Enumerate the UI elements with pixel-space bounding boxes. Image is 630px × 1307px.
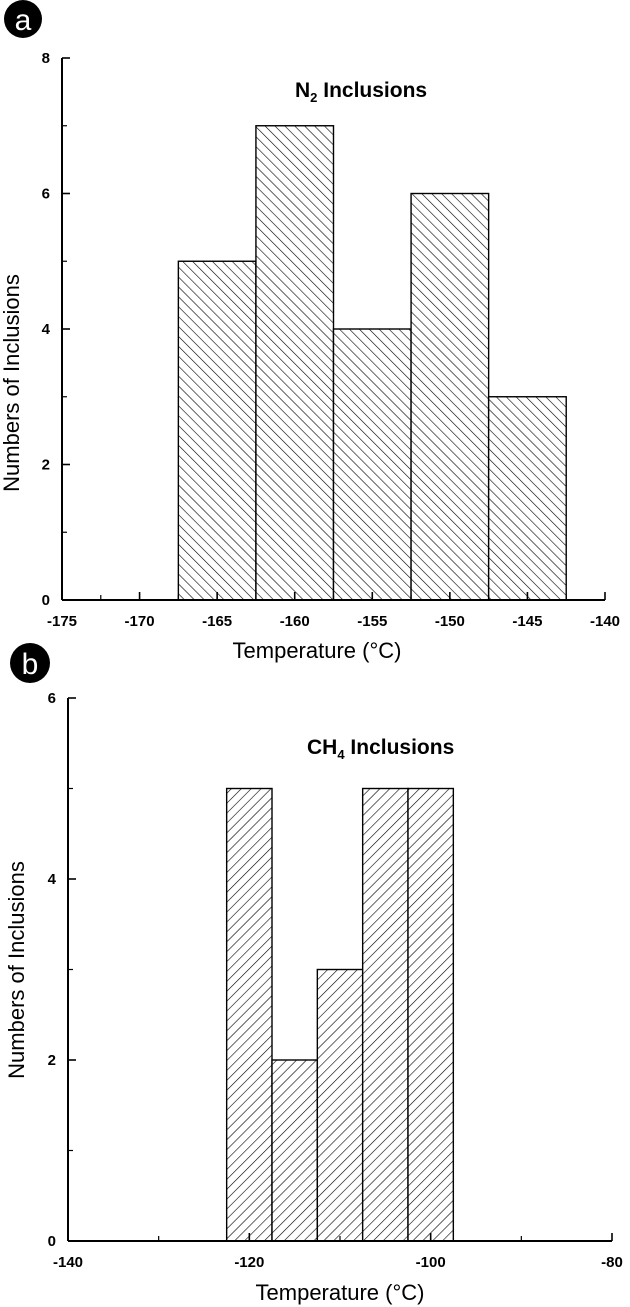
panel-b-y-axis-label: Numbers of Inclusions — [4, 861, 29, 1079]
panel-a-y-axis-label: Numbers of Inclusions — [0, 274, 24, 492]
panel-a-title-prefix: N — [295, 79, 310, 102]
panel-b-x-tick-label-2: -120 — [234, 1254, 264, 1271]
panel-b-y-tick-label-3: 4 — [48, 871, 57, 888]
panel-a-letter-badge: a — [4, 0, 42, 38]
panel-a-y-tick-label-4: 6 — [42, 186, 50, 203]
panel-b-bar-5 — [407, 787, 455, 1242]
panel-b-x-tick-label-3: -100 — [416, 1254, 446, 1271]
panel-b-title: CH4 Inclusions — [307, 736, 454, 762]
panel-a-x-tick-label-5: -155 — [357, 613, 387, 630]
panel-a-y-tick-label-2: 2 — [42, 457, 50, 474]
panel-a-bar-5 — [487, 396, 567, 601]
panel-b-ticks: -140 -120 -100 -80 0 2 4 6 — [48, 690, 623, 1271]
panel-b-y-tick-label-4: 6 — [48, 690, 56, 707]
panel-b-bars — [225, 787, 455, 1242]
panel-a-x-tick-label-1: -175 — [47, 613, 77, 630]
panel-a-x-tick-label-2: -170 — [125, 613, 155, 630]
panel-a-bars — [177, 125, 567, 601]
panel-b-letter: b — [22, 648, 39, 681]
panel-a-title: N2 Inclusions — [295, 79, 427, 105]
panel-a-y-tick-label-1: 0 — [42, 592, 50, 609]
panel-b-x-tick-label-1: -140 — [53, 1254, 83, 1271]
panel-a-x-tick-label-8: -140 — [590, 613, 620, 630]
panel-b-title-prefix: CH — [307, 736, 337, 759]
panel-b-bar-3 — [316, 968, 364, 1242]
panel-b-bar-1 — [225, 787, 273, 1242]
panel-a-bar-4 — [410, 192, 490, 601]
panel-a-x-tick-label-4: -160 — [280, 613, 310, 630]
panel-b-title-subscript: 4 — [337, 747, 345, 762]
panel-b-y-tick-label-2: 2 — [48, 1052, 56, 1069]
panel-b-x-tick-label-4: -80 — [601, 1254, 623, 1271]
panel-a-ticks: -175 -170 -165 -160 -155 -150 -145 -140 0 2 4 6 8 — [42, 50, 620, 630]
panel-a-x-tick-label-6: -150 — [435, 613, 465, 630]
panel-a-letter: a — [15, 4, 32, 37]
panel-a-bar-3 — [332, 328, 412, 601]
panel-b-bar-4 — [361, 787, 409, 1242]
panel-a-y-tick-label-3: 4 — [42, 321, 51, 338]
panel-b-bar-2 — [271, 1059, 319, 1242]
panel-a-title-suffix: Inclusions — [317, 79, 427, 102]
panel-b-x-axis-label: Temperature (°C) — [256, 1280, 425, 1305]
panel-a-bar-1 — [177, 260, 257, 601]
panel-a-x-tick-label-3: -165 — [202, 613, 232, 630]
panel-a-y-tick-label-5: 8 — [42, 50, 50, 67]
panel-a-title-subscript: 2 — [310, 90, 317, 105]
panel-b-y-tick-label-1: 0 — [48, 1233, 56, 1250]
panel-a-x-axis-label: Temperature (°C) — [233, 638, 402, 663]
panel-a-bar-2 — [255, 125, 335, 601]
panel-b-title-suffix: Inclusions — [345, 736, 455, 759]
panel-b-letter-badge: b — [10, 643, 50, 683]
panel-a-n2-histogram: a N2 Inclusions -175 -170 -165 -160 -155 -150… — [0, 0, 620, 663]
panel-a-x-tick-label-7: -145 — [512, 613, 542, 630]
